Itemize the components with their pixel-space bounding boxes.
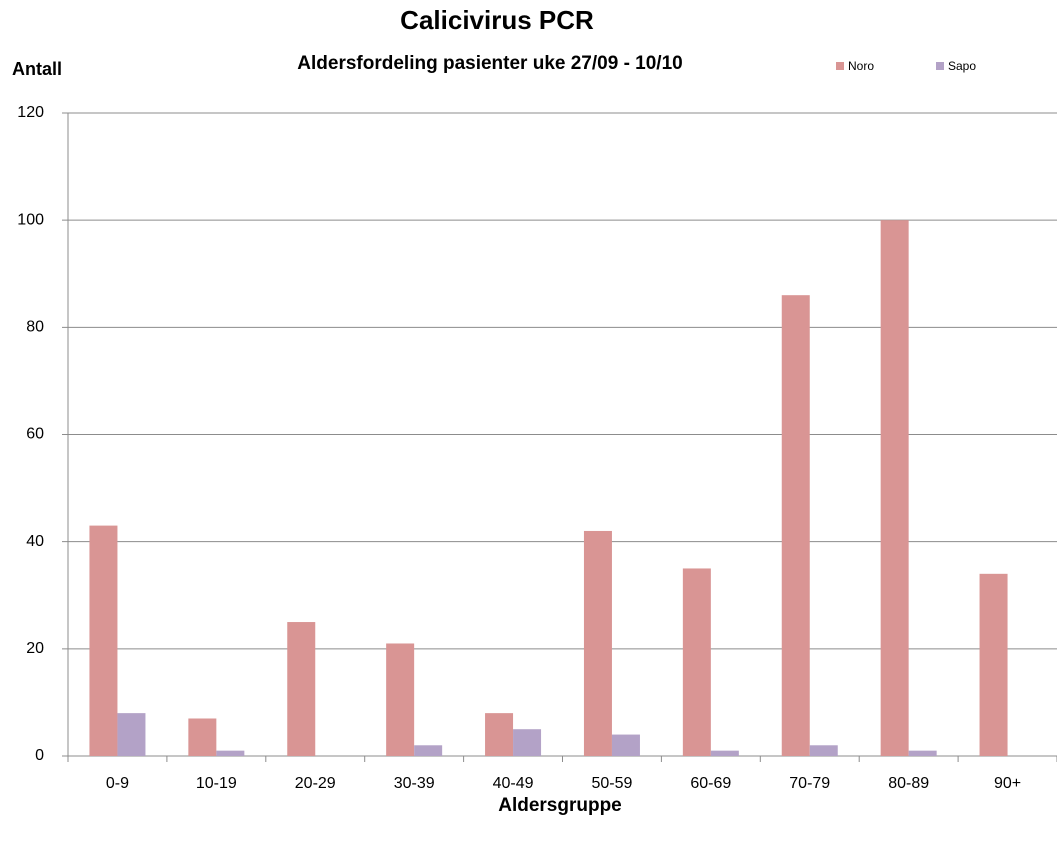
- chart-subtitle: Aldersfordeling pasienter uke 27/09 - 10…: [297, 53, 682, 74]
- x-tick-label: 30-39: [394, 775, 435, 792]
- bar: [188, 718, 217, 756]
- legend-label: Noro: [848, 59, 874, 73]
- x-tick-label: 70-79: [789, 775, 830, 792]
- legend-swatch: [936, 62, 944, 70]
- bar: [781, 295, 810, 756]
- bar: [386, 643, 415, 756]
- bar: [414, 745, 443, 756]
- y-tick-label: 120: [17, 104, 44, 121]
- x-tick-label: 20-29: [295, 775, 336, 792]
- x-tick-label: 40-49: [493, 775, 534, 792]
- chart-title: Calicivirus PCR: [400, 5, 594, 35]
- bar: [880, 220, 909, 756]
- bar: [710, 750, 739, 756]
- y-tick-label: 40: [26, 533, 44, 550]
- x-tick-label: 0-9: [106, 775, 129, 792]
- bar: [216, 750, 245, 756]
- bar: [583, 530, 612, 756]
- bar: [611, 734, 640, 756]
- x-tick-label: 50-59: [591, 775, 632, 792]
- bar: [682, 568, 711, 756]
- bar: [513, 729, 542, 756]
- bar: [979, 573, 1008, 756]
- bar: [117, 713, 146, 756]
- y-tick-label: 20: [26, 640, 44, 657]
- x-tick-label: 60-69: [690, 775, 731, 792]
- bar: [89, 525, 118, 756]
- x-tick-label: 90+: [994, 775, 1021, 792]
- x-tick-label: 10-19: [196, 775, 237, 792]
- bar: [287, 622, 316, 756]
- y-tick-label: 100: [17, 211, 44, 228]
- bar: [485, 713, 514, 756]
- y-axis-title: Antall: [12, 59, 62, 79]
- bar: [809, 745, 838, 756]
- bar: [908, 750, 937, 756]
- y-tick-label: 80: [26, 319, 44, 336]
- legend-swatch: [836, 62, 844, 70]
- y-tick-label: 0: [35, 747, 44, 764]
- y-tick-label: 60: [26, 426, 44, 443]
- legend-label: Sapo: [948, 59, 976, 73]
- x-axis-title: Aldersgruppe: [498, 795, 622, 816]
- x-tick-label: 80-89: [888, 775, 929, 792]
